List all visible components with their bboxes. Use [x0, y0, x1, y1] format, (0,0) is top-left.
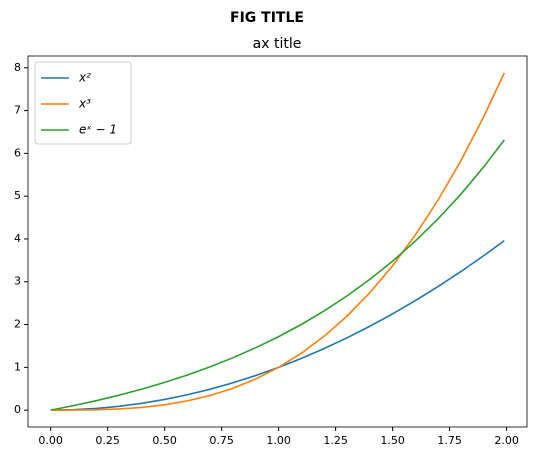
line: [50, 139, 505, 411]
x-tick-label: 0.50: [152, 434, 177, 447]
line: [50, 72, 506, 411]
legend-label: eˣ − 1: [79, 123, 117, 137]
x-tick-label: 0.00: [38, 434, 63, 447]
axes-title: ax title: [253, 36, 302, 52]
legend-label: x³: [78, 97, 91, 111]
y-tick-label: 0: [14, 403, 21, 416]
y-tick-label: 2: [14, 318, 21, 331]
x-tick-label: 1.25: [323, 434, 348, 447]
fig-title: FIG TITLE: [230, 10, 304, 26]
legend-box: [34, 61, 132, 145]
y-tick-label: 3: [14, 275, 21, 288]
axes-frame: [27, 55, 528, 428]
y-tick-label: 8: [14, 61, 21, 74]
x-tick-label: 0.25: [95, 434, 120, 447]
x-tick-label: 1.50: [380, 434, 405, 447]
legend-label: x²: [78, 71, 91, 85]
x-tick-label: 2.00: [494, 434, 519, 447]
y-tick-label: 5: [14, 189, 21, 202]
line: [50, 240, 505, 411]
x-tick-label: 1.00: [266, 434, 291, 447]
y-tick-label: 7: [14, 104, 21, 117]
y-tick-label: 1: [14, 360, 21, 373]
x-tick-label: 1.75: [437, 434, 462, 447]
x-tick-label: 0.75: [209, 434, 234, 447]
y-tick-label: 4: [14, 232, 21, 245]
y-tick-label: 6: [14, 146, 21, 159]
